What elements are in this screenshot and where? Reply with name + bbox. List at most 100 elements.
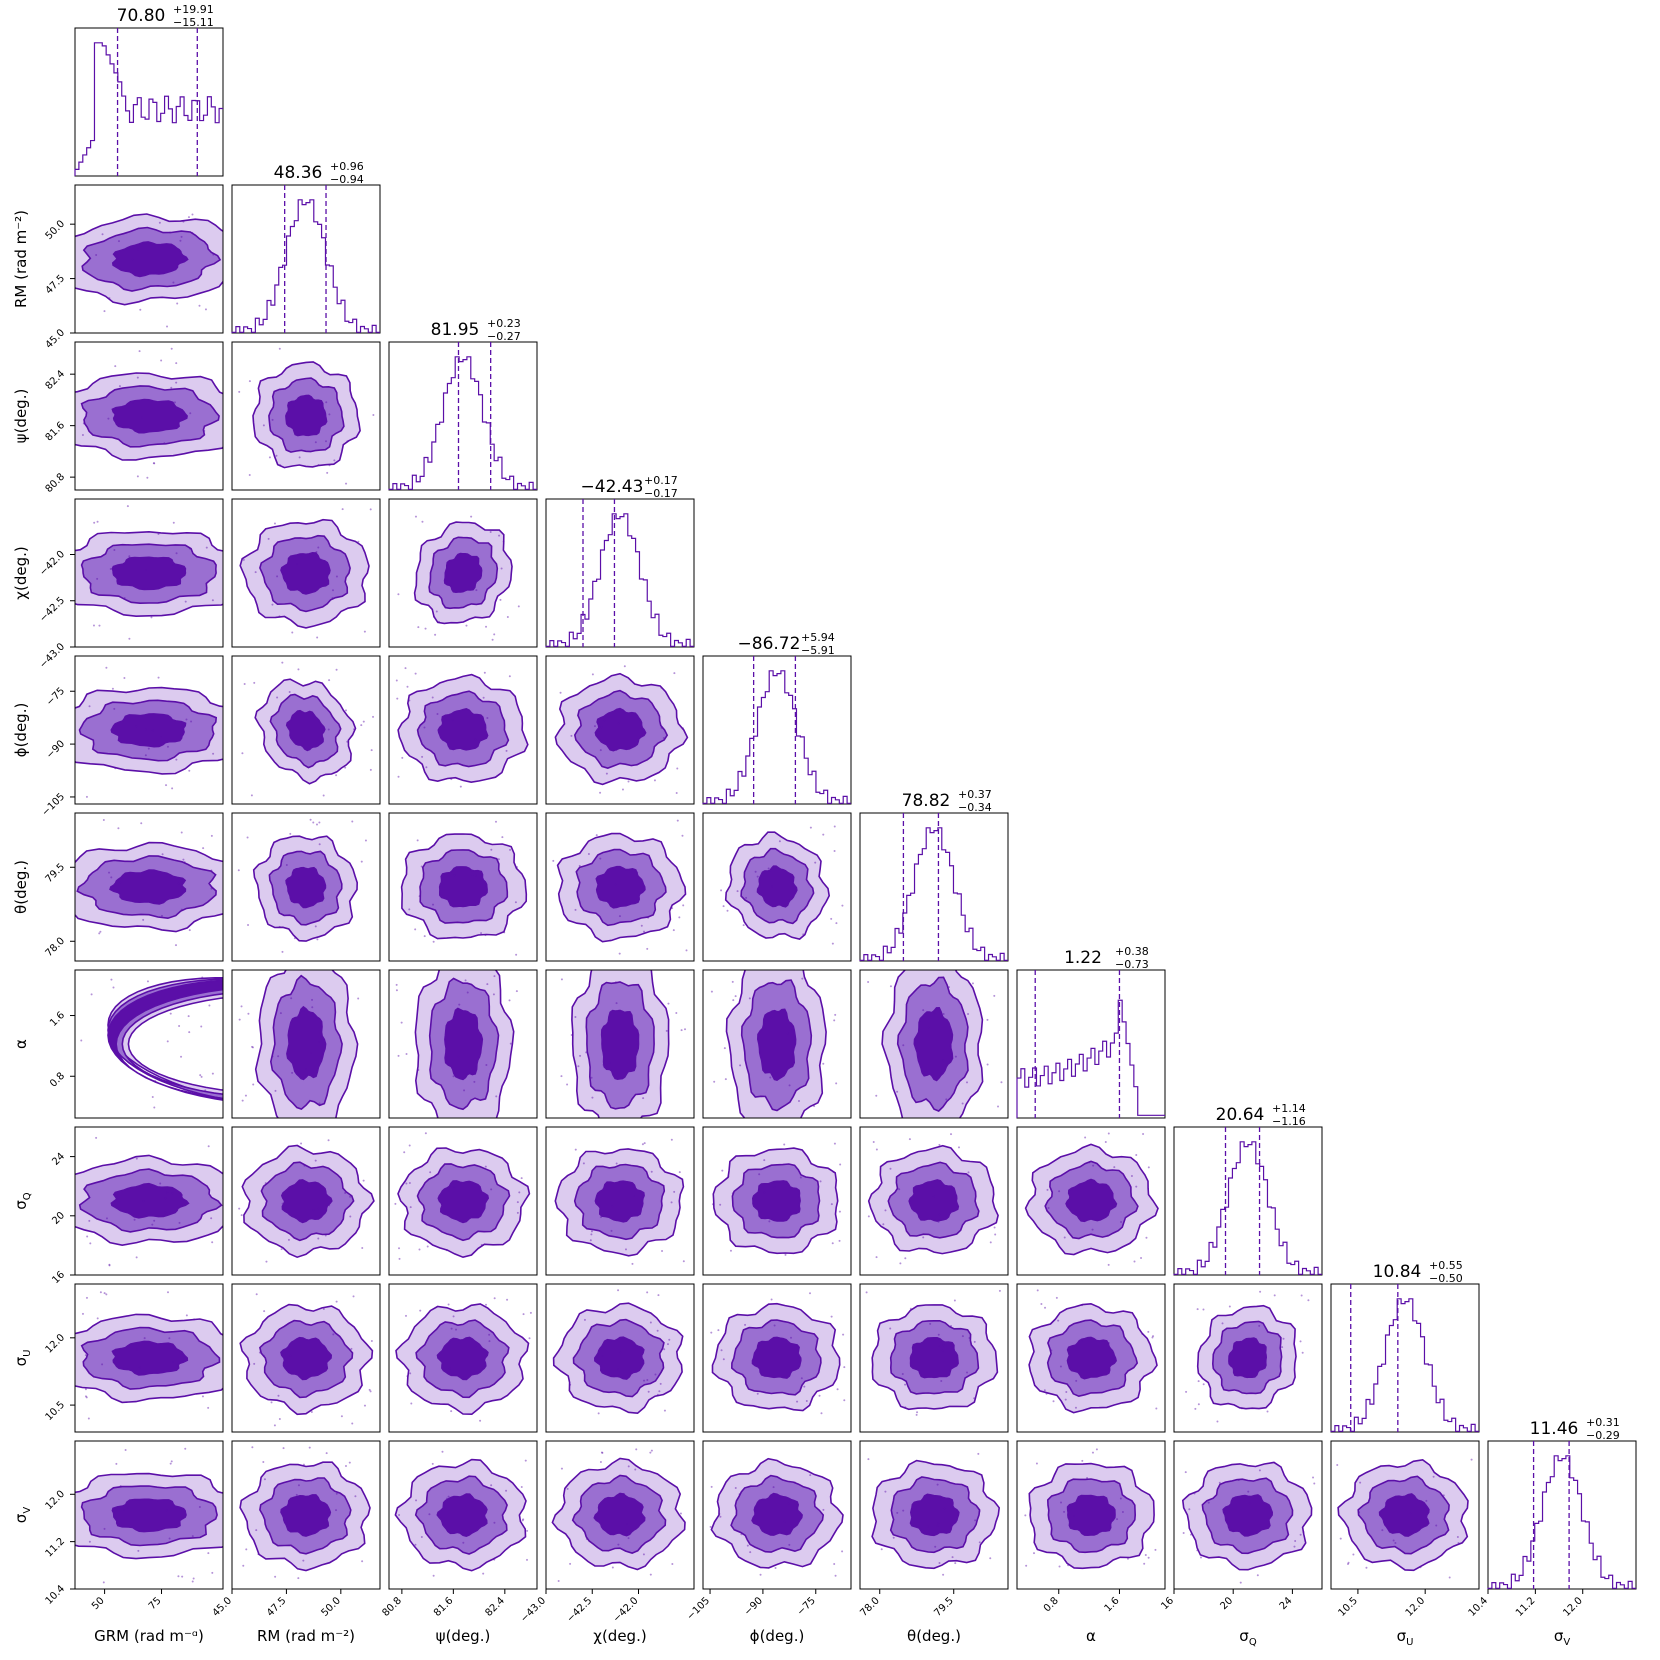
sample-point <box>277 1394 280 1397</box>
sample-point <box>151 1095 154 1098</box>
sample-point <box>1121 1511 1124 1514</box>
x-axis-phi: −105 −90 −75 ϕ(deg.) <box>685 1589 818 1645</box>
sample-point <box>317 463 320 466</box>
sample-point <box>410 1402 413 1405</box>
contour-panel-alpha-sigV <box>1016 1440 1166 1590</box>
y-tick-label: 12.0 <box>44 1489 68 1513</box>
sample-point <box>282 1447 285 1450</box>
sample-point <box>119 1484 122 1487</box>
contour-panel-phi-sigQ <box>702 1126 852 1276</box>
title-minus-GRM: −15.11 <box>173 16 214 29</box>
contour-level-2 <box>1222 1494 1274 1537</box>
sample-point <box>311 998 314 1001</box>
sample-point <box>360 860 363 863</box>
sample-point <box>622 1492 625 1495</box>
x-axis-GRM: 50 75 GRM (rad m⁻ᵅ) <box>90 1589 204 1645</box>
sample-point <box>587 852 590 855</box>
sample-point <box>108 1264 111 1267</box>
sample-point <box>318 1102 321 1105</box>
sample-point <box>842 1333 845 1336</box>
sample-point <box>418 1248 421 1251</box>
sample-point <box>1152 1335 1155 1338</box>
sample-point <box>408 1182 411 1185</box>
sample-point <box>867 981 870 984</box>
sample-point <box>166 1191 169 1194</box>
sample-point <box>370 1340 373 1343</box>
contour-level-2 <box>280 1179 333 1224</box>
sample-point <box>311 1006 314 1009</box>
sample-point <box>81 434 84 437</box>
sample-point <box>1273 1294 1276 1297</box>
sample-point <box>1084 1136 1087 1139</box>
sample-point <box>200 1075 203 1078</box>
sample-point <box>406 1375 409 1378</box>
contour-level-2 <box>751 1180 801 1222</box>
sample-point <box>888 1478 891 1481</box>
sample-point <box>243 682 246 685</box>
y-tick-label: −90 <box>44 738 67 761</box>
x-tick-label: −75 <box>795 1595 818 1618</box>
sample-point <box>882 1223 885 1226</box>
sample-point <box>395 679 398 682</box>
sample-point <box>749 1471 752 1474</box>
sample-point <box>327 1139 330 1142</box>
sample-point <box>84 1354 87 1357</box>
sample-point <box>1144 1553 1147 1556</box>
sample-point <box>335 774 338 777</box>
sample-point <box>295 1493 298 1496</box>
sample-point <box>276 575 279 578</box>
sample-point <box>320 558 323 561</box>
sample-point <box>309 818 312 821</box>
sample-point <box>172 521 175 524</box>
sample-point <box>1086 1476 1089 1479</box>
sample-point <box>593 725 596 728</box>
sample-point <box>491 638 494 641</box>
sample-point <box>830 1315 833 1318</box>
sample-point <box>475 874 478 877</box>
sample-point <box>978 1541 981 1544</box>
sample-point <box>369 768 372 771</box>
sample-point <box>1058 1190 1061 1193</box>
sample-point <box>184 1447 187 1450</box>
sample-point <box>408 699 411 702</box>
sample-point <box>328 1204 331 1207</box>
sample-point <box>569 1562 572 1565</box>
contour-level-2 <box>109 869 187 905</box>
sample-point <box>397 1054 400 1057</box>
sample-point <box>518 1191 521 1194</box>
sample-point <box>559 691 562 694</box>
sample-point <box>174 944 177 947</box>
sample-point <box>649 1321 652 1324</box>
sample-point <box>432 940 435 943</box>
sample-point <box>318 843 321 846</box>
sample-point <box>574 908 577 911</box>
sample-point <box>184 600 187 603</box>
sample-point <box>349 1195 352 1198</box>
sample-point <box>291 631 294 634</box>
sample-point <box>292 405 295 408</box>
histogram-theta <box>859 827 1008 961</box>
sample-point <box>938 1143 941 1146</box>
sample-point <box>1133 1260 1136 1263</box>
sample-point <box>95 1136 98 1139</box>
x-tick-label: 10.4 <box>1467 1595 1491 1619</box>
sample-point <box>783 1143 786 1146</box>
sample-point <box>526 1529 529 1532</box>
sample-point <box>663 1348 666 1351</box>
sample-point <box>135 1348 138 1351</box>
sample-point <box>1184 1471 1187 1474</box>
sample-point <box>493 975 496 978</box>
sample-point <box>838 1239 841 1242</box>
sample-point <box>839 1163 842 1166</box>
sample-point <box>627 780 630 783</box>
sample-point <box>770 885 773 888</box>
sample-point <box>327 728 330 731</box>
sample-point <box>1336 1464 1339 1467</box>
sample-point <box>1147 1166 1150 1169</box>
sample-point <box>646 1291 649 1294</box>
sample-point <box>614 981 617 984</box>
sample-point <box>738 1493 741 1496</box>
sample-point <box>529 1311 532 1314</box>
contour-panel-sigU-sigV <box>1330 1440 1480 1590</box>
sample-point <box>414 1543 417 1546</box>
